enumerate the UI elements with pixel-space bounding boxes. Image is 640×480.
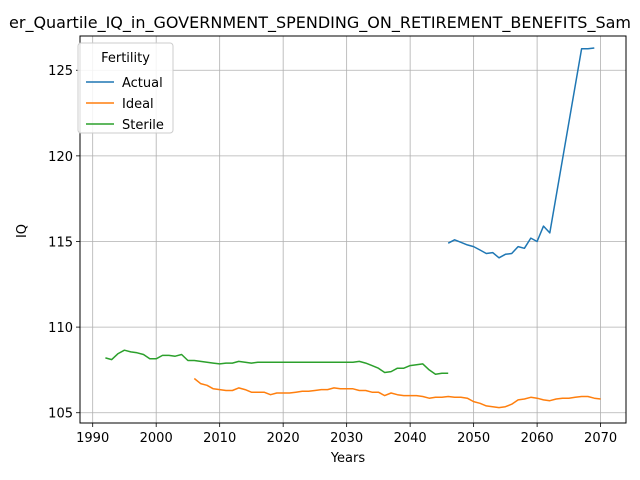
x-axis-label: Years [330, 451, 366, 466]
x-tick-label: 2010 [203, 431, 236, 446]
grid [80, 36, 626, 423]
x-tick-label: 2000 [140, 431, 173, 446]
x-tick-label: 1990 [76, 431, 109, 446]
series-layer [105, 47, 601, 409]
y-tick-label: 115 [48, 235, 73, 250]
y-axis-label: IQ [15, 224, 30, 238]
y-axis-ticks: 105 110 115 120 125 [48, 64, 80, 422]
series-line-ideal [193, 377, 601, 409]
legend-box [77, 42, 174, 134]
legend: Fertility Actual Ideal Sterile [77, 42, 174, 134]
legend-title: Fertility [101, 51, 150, 66]
chart-title: er_Quartile_IQ_in_GOVERNMENT_SPENDING_ON… [9, 13, 631, 33]
x-tick-label: 2070 [584, 431, 617, 446]
y-tick-label: 105 [48, 407, 73, 422]
y-tick-label: 125 [48, 64, 73, 79]
y-tick-label: 110 [48, 321, 73, 336]
x-tick-label: 2050 [457, 431, 490, 446]
legend-label-ideal: Ideal [122, 97, 154, 112]
x-axis-ticks: 1990 2000 2010 2020 2030 2040 2050 2060 2070 [76, 423, 617, 446]
x-tick-label: 2040 [394, 431, 427, 446]
x-tick-label: 2020 [267, 431, 300, 446]
series-line-actual [447, 47, 595, 259]
legend-label-actual: Actual [122, 76, 163, 91]
series-line-sterile [105, 349, 449, 375]
y-tick-label: 120 [48, 150, 73, 165]
plot-frame [79, 35, 627, 424]
legend-label-sterile: Sterile [122, 118, 164, 133]
x-tick-label: 2030 [330, 431, 363, 446]
x-tick-label: 2060 [521, 431, 554, 446]
